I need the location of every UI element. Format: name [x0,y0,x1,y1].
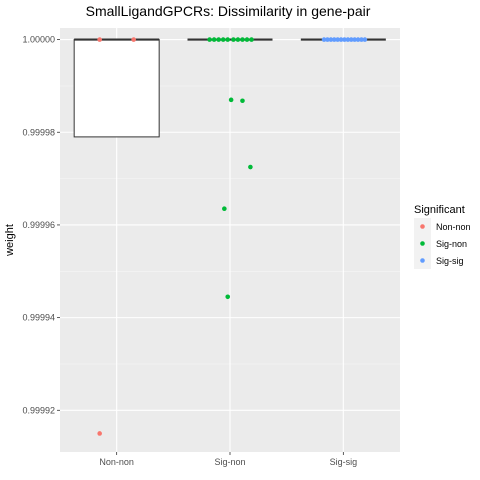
data-point [220,37,226,42]
data-point [335,37,340,42]
data-point [355,37,361,42]
data-point [240,98,245,104]
data-point [338,37,344,42]
data-point [352,37,357,42]
y-axis: 0.99992 0.99994 0.99996 0.99998 1.00000 [22,35,60,415]
data-point [244,37,250,42]
data-point [249,37,254,42]
points [97,37,368,436]
data-point [231,37,236,42]
data-point [211,37,217,42]
y-tick-label: 0.99996 [22,220,55,230]
legend: Significant Non-non Sig-non Sig-sig [414,204,471,269]
data-point [240,37,245,42]
y-axis-label: weight [4,224,16,257]
data-point [216,37,221,42]
data-point [235,37,241,42]
legend-swatch [420,224,425,229]
data-point [225,37,231,42]
data-point [325,37,330,42]
y-tick-label: 0.99992 [22,405,55,415]
y-tick-label: 1.00000 [22,35,55,45]
legend-entry: Sig-non [436,239,467,249]
x-tick-label: Non-non [99,457,134,467]
box-non-non [73,39,160,138]
legend-swatch [420,241,425,246]
data-point [131,37,136,42]
data-point [321,37,327,42]
data-point [225,294,231,300]
data-point [331,37,337,42]
y-tick-label: 0.99998 [22,127,55,137]
x-tick-label: Sig-sig [330,457,358,467]
chart-title: SmallLigandGPCRs: Dissimilarity in gene-… [86,3,371,19]
data-point [97,37,102,42]
data-point [228,97,234,103]
data-point [345,37,351,42]
data-point [248,164,253,170]
data-point [222,206,227,212]
x-tick-label: Sig-non [214,457,245,467]
data-point [362,37,368,42]
legend-title: Significant [414,204,465,216]
legend-entry: Sig-sig [436,256,464,266]
legend-swatch [420,258,425,263]
data-point [348,37,354,42]
x-axis: Non-non Sig-non Sig-sig [99,452,357,467]
data-point [359,37,364,42]
y-tick-label: 0.99994 [22,313,55,323]
data-point [97,431,102,436]
data-point [328,37,334,42]
legend-entry: Non-non [436,222,471,232]
data-point [207,37,212,42]
data-point [342,37,347,42]
